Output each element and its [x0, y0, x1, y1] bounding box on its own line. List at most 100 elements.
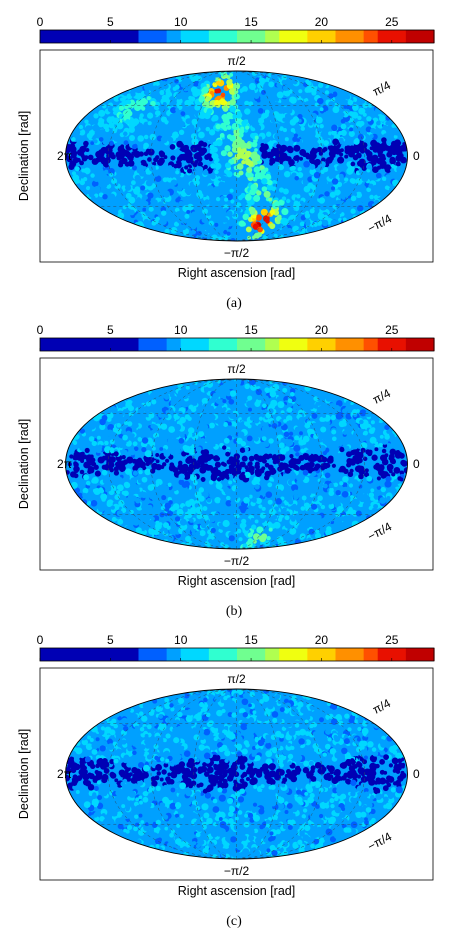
sky-cell: [165, 177, 170, 182]
colorbar-tick-label: 5: [107, 15, 114, 29]
sky-cell: [238, 170, 244, 176]
sky-cell: [229, 105, 236, 113]
sky-cell: [207, 803, 213, 809]
sky-cell: [282, 160, 289, 167]
sky-cell: [263, 167, 269, 172]
sky-cell: [379, 144, 387, 152]
colorbar-tick-label: 20: [315, 15, 329, 29]
sky-cell: [136, 94, 143, 101]
colorbar-segment: [377, 30, 393, 43]
sky-cell: [271, 423, 278, 429]
sky-cell: [159, 512, 165, 518]
colorbar-segment: [335, 30, 351, 43]
sky-cell: [298, 89, 303, 94]
sky-cell: [251, 141, 258, 148]
sky-cell: [328, 455, 334, 461]
sky-cell: [97, 166, 103, 172]
label-ra-left: 2π: [57, 149, 72, 163]
sky-cell: [349, 117, 354, 122]
sky-cell: [348, 130, 355, 137]
colorbar-segment: [279, 30, 294, 43]
sky-cell: [154, 110, 161, 116]
sky-cell: [179, 518, 187, 526]
sky-cell: [122, 490, 129, 497]
sky-cell: [264, 486, 269, 491]
sky-cell: [274, 133, 281, 140]
sky-cell: [208, 479, 214, 485]
sky-cell: [146, 112, 154, 119]
sky-cell: [125, 119, 131, 125]
sky-cell: [229, 98, 236, 106]
sky-cell: [138, 398, 143, 403]
sky-cell: [194, 104, 201, 111]
sky-cell: [190, 474, 197, 482]
sky-cell: [333, 404, 341, 413]
sky-cell: [237, 487, 243, 493]
sky-cell: [337, 194, 342, 199]
sky-cell: [191, 194, 197, 200]
sky-cell: [342, 217, 347, 222]
sky-cell: [292, 503, 297, 508]
sky-cell: [363, 472, 370, 478]
sky-cell: [293, 403, 299, 410]
sky-cell: [117, 162, 124, 168]
sky-cell: [73, 462, 79, 468]
meridian-line: [236, 378, 323, 550]
meridian-line: [236, 378, 366, 550]
sky-cell: [107, 465, 113, 471]
sky-cell: [106, 408, 112, 414]
sky-cell: [92, 124, 100, 132]
sky-cell: [212, 392, 220, 400]
sky-cell: [184, 401, 190, 407]
sky-cell: [230, 466, 235, 471]
sky-cell: [274, 101, 280, 107]
sky-cell: [268, 438, 274, 444]
sky-cell: [325, 518, 332, 525]
sky-cell: [209, 148, 215, 154]
sky-cell: [364, 468, 369, 473]
sky-cell: [305, 221, 311, 227]
sky-cell: [148, 528, 155, 535]
sky-cell: [299, 431, 303, 436]
sky-cell: [230, 205, 236, 211]
sky-cell: [141, 514, 147, 520]
colorbar-segment: [40, 30, 55, 43]
sky-cell: [281, 79, 287, 85]
sky-cell: [249, 173, 254, 178]
colorbar-segment: [96, 338, 111, 351]
sky-cell: [136, 212, 143, 219]
sky-cell: [159, 388, 166, 395]
sky-cell: [281, 225, 288, 232]
sky-cell: [280, 529, 288, 536]
sky-cell: [294, 186, 302, 194]
sky-cell: [293, 493, 299, 500]
meridian-line: [193, 378, 237, 550]
sky-cell: [255, 214, 262, 221]
sky-cell: [276, 91, 284, 99]
sky-cell: [197, 455, 205, 463]
sky-cell: [339, 446, 345, 453]
sky-cell: [90, 141, 95, 146]
sky-cell: [366, 116, 372, 122]
sky-cell: [394, 452, 402, 459]
sky-cell: [241, 120, 247, 126]
sky-cell: [350, 161, 356, 167]
sky-cell: [307, 496, 313, 502]
sky-cell: [147, 504, 153, 510]
sky-cell: [350, 208, 356, 214]
sky-cell: [75, 129, 81, 135]
sky-cell: [169, 144, 176, 150]
sky-cell: [367, 450, 373, 457]
sky-cell: [328, 165, 335, 173]
sky-cell: [331, 130, 337, 136]
sky-cell: [240, 204, 246, 210]
sky-cell: [256, 190, 262, 196]
sky-cell: [76, 157, 81, 163]
sky-cell: [200, 413, 208, 421]
sky-cell: [148, 164, 156, 172]
sky-cell: [160, 210, 167, 216]
sky-cell: [160, 437, 167, 444]
sky-cell: [260, 409, 267, 416]
sky-cell: [319, 477, 326, 484]
sky-cell: [370, 420, 375, 425]
